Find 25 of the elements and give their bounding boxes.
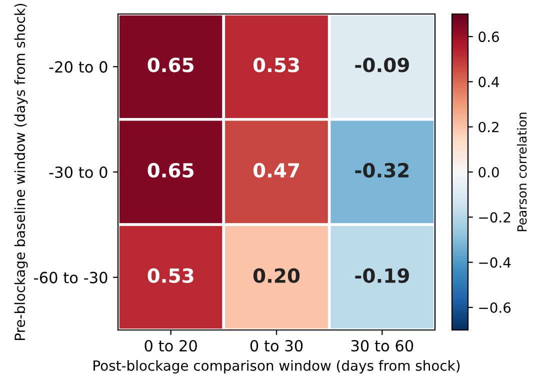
color-bar-label: −0.6 xyxy=(479,302,511,313)
color-bar-label: 0.0 xyxy=(478,166,499,178)
color-bar-label: −0.2 xyxy=(479,212,510,223)
data-label: 0.53 xyxy=(148,268,194,283)
y-tick-label: -20 to 0 xyxy=(49,61,108,73)
x-axis-title: Post-blockage comparison window (days from shock) xyxy=(94,360,460,374)
data-label: 0.53 xyxy=(253,58,299,72)
y-tick-label: -60 to -30 xyxy=(34,272,108,284)
color-bar-label: 0.6 xyxy=(478,32,499,42)
color-bar-title: Pearson correlation xyxy=(517,112,527,232)
data-label: -0.32 xyxy=(355,162,408,178)
color-bar-label: 0.4 xyxy=(478,76,500,88)
y-axis-title: Pre-blockage baseline window (days from shock) xyxy=(14,4,28,340)
data-label: 0.47 xyxy=(253,162,299,178)
color-bar-label: 0.2 xyxy=(478,122,498,132)
data-label: -0.19 xyxy=(355,268,409,283)
data-label: 0.65 xyxy=(148,162,194,178)
data-label: -0.09 xyxy=(355,58,409,72)
x-tick-label: 0 to 20 xyxy=(144,340,197,352)
y-tick-label: -30 to 0 xyxy=(49,166,108,178)
x-tick-label: 0 to 30 xyxy=(250,340,303,352)
data-label: 0.65 xyxy=(148,58,194,72)
color-bar-label: −0.4 xyxy=(479,257,511,268)
x-tick-label: 30 to 60 xyxy=(351,340,414,352)
data-label: 0.20 xyxy=(253,268,300,283)
